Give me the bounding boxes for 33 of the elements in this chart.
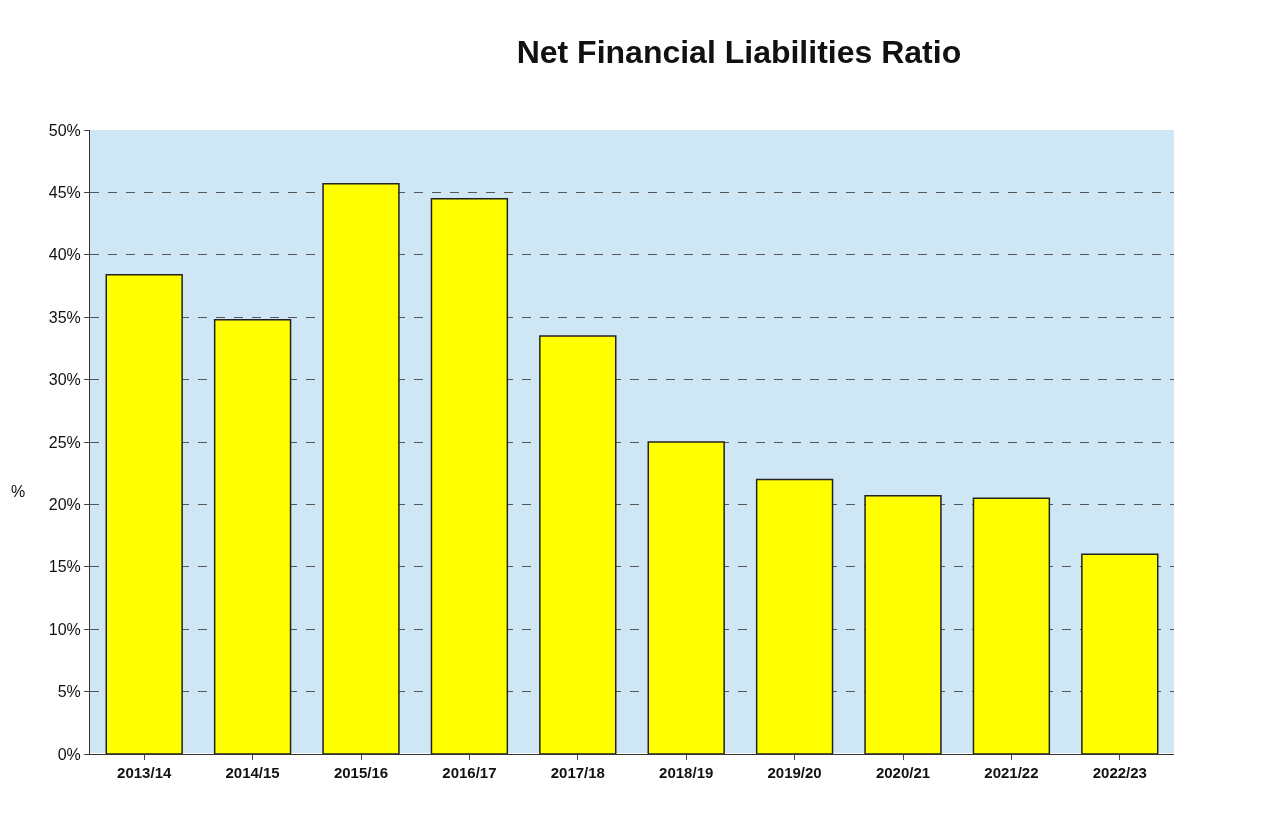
bar [430, 197, 509, 754]
x-tick-label: 2019/20 [767, 764, 822, 781]
chart-title: Net Financial Liabilities Ratio [516, 34, 962, 71]
bar [213, 318, 292, 754]
bar [105, 274, 183, 754]
x-tick-label: 2018/19 [659, 764, 714, 781]
x-tick-label: 2016/17 [442, 764, 497, 781]
x-tick-label: 2017/18 [550, 764, 605, 781]
bar [539, 335, 617, 754]
y-tick-label: 50% [48, 121, 81, 139]
y-tick-label: 5% [57, 683, 81, 701]
bar [647, 441, 725, 754]
y-tick-label: 25% [48, 433, 81, 451]
y-tick-label: 15% [48, 558, 81, 576]
bar [755, 478, 834, 754]
y-tick-label: 30% [48, 371, 81, 389]
x-tick-label: 2014/15 [225, 764, 280, 781]
x-tick-label: 2015/16 [333, 764, 389, 781]
x-tick-label: 2021/22 [984, 764, 1039, 781]
bar [864, 494, 942, 754]
bar [972, 497, 1051, 754]
x-tick-label: 2020/21 [875, 764, 931, 781]
x-tick-label: 2013/14 [117, 764, 172, 781]
y-axis-title: % [11, 483, 26, 500]
x-tick-label: 2022/23 [1092, 764, 1147, 781]
y-tick-label: 40% [48, 246, 81, 264]
bar [1081, 553, 1159, 754]
y-tick-label: 35% [48, 308, 81, 326]
y-tick-label: 0% [57, 745, 81, 763]
bar [322, 182, 400, 754]
y-tick-label: 45% [48, 184, 81, 201]
y-tick-label: 20% [48, 496, 81, 513]
y-tick-label: 10% [48, 620, 81, 638]
